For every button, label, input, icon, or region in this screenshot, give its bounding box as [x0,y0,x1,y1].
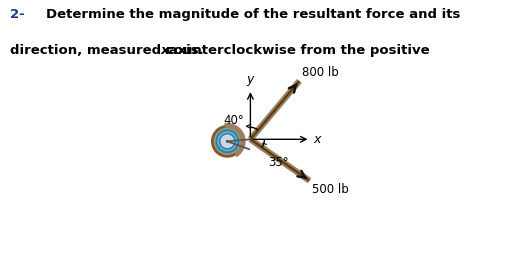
Text: Determine the magnitude of the resultant force and its: Determine the magnitude of the resultant… [46,8,460,21]
Text: direction, measured counterclockwise from the positive: direction, measured counterclockwise fro… [10,44,435,57]
Circle shape [220,134,235,149]
Circle shape [217,130,239,152]
Text: 800 lb: 800 lb [302,66,339,79]
Text: 35°: 35° [268,156,289,169]
Text: 2-: 2- [10,8,25,21]
Text: 500 lb: 500 lb [312,183,349,196]
Text: x: x [161,44,169,57]
Text: x: x [313,133,320,146]
Text: 40°: 40° [224,114,244,127]
Text: y: y [247,73,254,86]
Circle shape [212,126,242,156]
Circle shape [226,140,229,143]
Text: axis.: axis. [164,44,203,57]
